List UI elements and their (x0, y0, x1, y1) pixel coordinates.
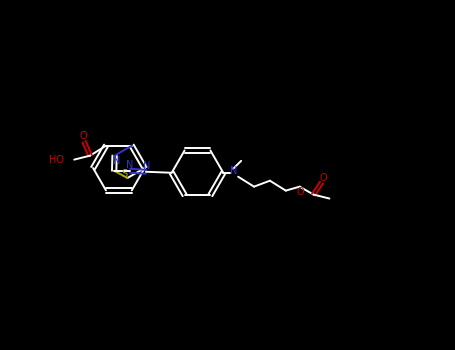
Text: N: N (126, 160, 134, 170)
Text: N: N (143, 161, 151, 171)
Text: O: O (320, 173, 327, 183)
Text: N: N (229, 166, 237, 176)
Text: HO: HO (49, 155, 64, 164)
Text: O: O (79, 131, 87, 141)
Text: O: O (297, 187, 304, 197)
Text: N: N (113, 156, 120, 166)
Text: S: S (121, 169, 127, 179)
